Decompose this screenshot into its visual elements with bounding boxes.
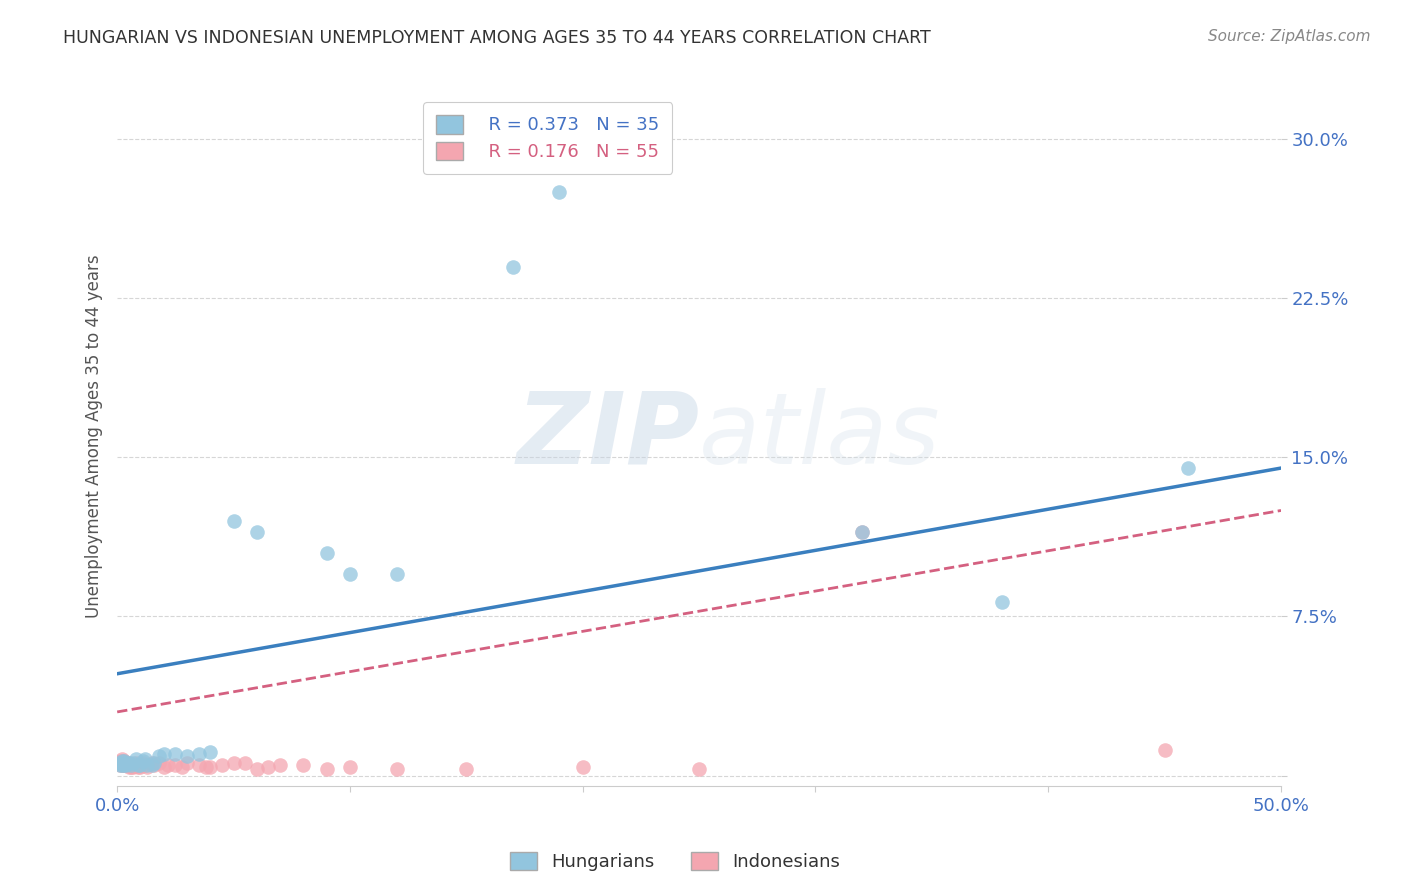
Point: [141, 756, 163, 770]
Point: [990, 595, 1012, 609]
Point: [157, 758, 180, 772]
Point: [315, 762, 337, 776]
Point: [152, 760, 174, 774]
Point: [125, 751, 148, 765]
Point: [136, 758, 159, 772]
Point: [246, 762, 269, 776]
Point: [134, 758, 156, 772]
Point: [112, 756, 135, 770]
Point: [172, 760, 194, 774]
Text: ZIP: ZIP: [516, 388, 699, 484]
Point: [200, 760, 222, 774]
Point: [129, 758, 152, 772]
Legend:   R = 0.373   N = 35,   R = 0.176   N = 55: R = 0.373 N = 35, R = 0.176 N = 55: [423, 103, 672, 174]
Point: [233, 756, 256, 770]
Point: [222, 756, 245, 770]
Point: [187, 758, 209, 772]
Point: [269, 758, 291, 772]
Point: [111, 756, 134, 770]
Point: [111, 754, 134, 768]
Y-axis label: Unemployment Among Ages 35 to 44 years: Unemployment Among Ages 35 to 44 years: [86, 254, 103, 618]
Point: [194, 760, 217, 774]
Point: [1153, 743, 1175, 757]
Text: HUNGARIAN VS INDONESIAN UNEMPLOYMENT AMONG AGES 35 TO 44 YEARS CORRELATION CHART: HUNGARIAN VS INDONESIAN UNEMPLOYMENT AMO…: [63, 29, 931, 46]
Point: [111, 758, 134, 772]
Point: [339, 567, 361, 582]
Point: [127, 758, 149, 772]
Point: [148, 756, 170, 770]
Point: [108, 758, 131, 772]
Point: [120, 758, 142, 772]
Point: [115, 758, 138, 772]
Point: [292, 758, 315, 772]
Point: [108, 756, 131, 770]
Point: [122, 760, 145, 774]
Point: [1177, 461, 1199, 475]
Point: [132, 756, 155, 770]
Point: [120, 760, 142, 774]
Point: [129, 758, 152, 772]
Point: [125, 758, 148, 772]
Point: [502, 260, 524, 274]
Point: [688, 762, 710, 776]
Point: [118, 760, 141, 774]
Point: [118, 756, 141, 770]
Point: [143, 756, 166, 770]
Point: [152, 747, 174, 762]
Point: [176, 749, 198, 764]
Point: [108, 756, 131, 770]
Point: [112, 758, 135, 772]
Point: [120, 758, 142, 772]
Point: [118, 758, 141, 772]
Point: [200, 745, 222, 759]
Point: [385, 567, 408, 582]
Point: [339, 760, 361, 774]
Point: [176, 756, 198, 770]
Point: [115, 758, 138, 772]
Point: [456, 762, 478, 776]
Point: [165, 747, 187, 762]
Text: Source: ZipAtlas.com: Source: ZipAtlas.com: [1208, 29, 1371, 44]
Point: [108, 758, 131, 772]
Point: [125, 756, 148, 770]
Point: [222, 514, 245, 528]
Point: [129, 760, 152, 774]
Point: [118, 756, 141, 770]
Point: [136, 760, 159, 774]
Point: [148, 749, 170, 764]
Text: atlas: atlas: [699, 388, 941, 484]
Point: [548, 186, 571, 200]
Point: [851, 524, 873, 539]
Point: [246, 524, 269, 539]
Point: [112, 754, 135, 768]
Point: [112, 754, 135, 768]
Point: [111, 758, 134, 772]
Point: [111, 751, 134, 765]
Point: [115, 758, 138, 772]
Point: [187, 747, 209, 762]
Point: [112, 758, 135, 772]
Point: [851, 524, 873, 539]
Point: [211, 758, 233, 772]
Point: [122, 758, 145, 772]
Point: [112, 758, 135, 772]
Point: [385, 762, 408, 776]
Point: [115, 756, 138, 770]
Point: [315, 546, 337, 560]
Point: [108, 754, 131, 768]
Point: [122, 756, 145, 770]
Legend: Hungarians, Indonesians: Hungarians, Indonesians: [502, 845, 848, 879]
Point: [132, 754, 155, 768]
Point: [571, 760, 593, 774]
Point: [111, 754, 134, 768]
Point: [127, 760, 149, 774]
Point: [115, 756, 138, 770]
Point: [165, 758, 187, 772]
Point: [134, 751, 156, 765]
Point: [143, 758, 166, 772]
Point: [141, 758, 163, 772]
Point: [257, 760, 280, 774]
